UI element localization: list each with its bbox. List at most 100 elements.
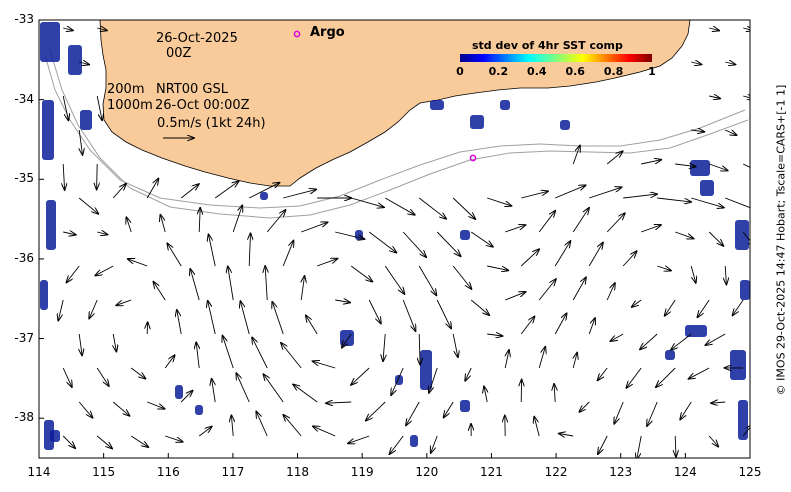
sst-patch <box>665 350 675 360</box>
current-vector-arrow <box>623 194 657 199</box>
current-vector-arrow <box>665 299 676 316</box>
current-vector-arrow <box>167 243 182 267</box>
current-vector-arrow <box>232 205 242 233</box>
current-vector-arrow <box>657 197 691 202</box>
current-vector-arrow <box>538 211 555 233</box>
colorbar-title: std dev of 4hr SST comp <box>472 39 623 52</box>
colorbar-tick-label: 1 <box>648 65 656 78</box>
current-vector-arrow <box>470 231 493 247</box>
axis-ticks <box>38 19 751 458</box>
argo-float-marker <box>293 30 301 38</box>
current-vector-arrow <box>614 401 624 424</box>
current-vector-arrow <box>180 391 192 403</box>
date-label: 26-Oct-2025 <box>156 31 238 46</box>
current-vector-arrow <box>554 241 570 267</box>
current-vector-arrow <box>640 333 658 349</box>
sst-patch <box>42 100 54 160</box>
current-vector-arrow <box>487 265 508 270</box>
current-vector-arrow <box>112 184 126 199</box>
depth-200-label: 200m <box>107 82 145 97</box>
current-vector-arrow <box>743 163 750 168</box>
current-vector-arrow <box>256 412 268 437</box>
current-vector-arrow <box>240 301 250 335</box>
x-tick-label: 119 <box>350 465 374 479</box>
current-vector-arrow <box>402 231 426 257</box>
current-vector-arrow <box>521 191 548 199</box>
current-vector-arrow <box>326 402 352 403</box>
current-vector-arrow <box>165 435 182 442</box>
current-vector-arrow <box>487 197 511 206</box>
credit-text: © IMOS 29-Oct-2025 14:47 Hobart; Tscale=… <box>773 20 789 460</box>
current-vector-arrow <box>236 373 250 403</box>
x-tick-label: 117 <box>221 465 245 479</box>
sst-patch <box>44 420 54 450</box>
current-vector-arrow <box>534 417 540 437</box>
current-vector-arrow <box>690 265 696 283</box>
current-vector-arrow <box>641 160 661 165</box>
current-vector-arrow <box>97 163 98 189</box>
current-vector-arrow <box>78 401 92 418</box>
sst-patch <box>260 192 268 200</box>
current-vector-arrow <box>402 299 415 331</box>
current-vector-arrow <box>743 28 750 31</box>
current-vector-arrow <box>95 265 114 276</box>
colorbar-tick-label: 0.2 <box>488 65 509 78</box>
current-vector-arrow <box>452 265 471 289</box>
sst-patch <box>410 435 418 447</box>
sst-patch <box>470 115 484 129</box>
current-vector-arrow <box>196 342 199 369</box>
current-vector-arrow <box>249 233 250 267</box>
current-vector-arrow <box>266 210 285 233</box>
current-vector-arrow <box>177 310 182 335</box>
sst-patch <box>430 100 444 110</box>
current-vector-arrow <box>198 427 212 437</box>
sst-patch <box>340 330 354 346</box>
current-vector-arrow <box>128 259 148 267</box>
current-vector-arrow <box>79 333 82 355</box>
depth-1000-label: 1000m <box>107 98 153 113</box>
current-vector-arrow <box>209 235 216 267</box>
current-vector-arrow <box>429 367 438 393</box>
current-vector-arrow <box>283 415 302 437</box>
x-tick-label: 122 <box>544 465 568 479</box>
current-vector-arrow <box>656 367 676 387</box>
current-vector-arrow <box>160 215 166 233</box>
current-vector-arrow <box>588 318 595 335</box>
current-vector-arrow <box>484 387 487 403</box>
current-vector-arrow <box>689 367 710 379</box>
product-label: NRT00 GSL <box>156 82 228 97</box>
current-vector-arrow <box>113 333 116 352</box>
sst-patch <box>68 45 82 75</box>
current-vector-arrow <box>78 197 98 214</box>
current-vector-arrow <box>383 333 385 361</box>
current-vector-arrow <box>742 231 750 247</box>
current-vector-arrow <box>691 62 701 65</box>
time-label: 00Z <box>166 46 192 61</box>
current-vector-arrow <box>671 333 692 350</box>
current-vector-arrow <box>366 401 386 421</box>
current-vector-arrow <box>436 299 451 328</box>
current-vector-arrow <box>223 336 234 369</box>
current-vector-arrow <box>313 426 336 437</box>
colorbar-gradient <box>460 54 652 62</box>
current-vector-arrow <box>733 299 744 315</box>
current-vector-arrow <box>130 435 148 447</box>
current-vector-arrow <box>96 367 109 386</box>
current-vector-arrow <box>368 231 396 253</box>
current-vector-arrow <box>153 282 166 301</box>
current-vector-arrow <box>264 374 284 403</box>
sst-std-patches <box>40 22 750 450</box>
current-vector-arrow <box>725 265 726 284</box>
current-vector-arrow <box>97 232 107 235</box>
current-vector-arrow <box>675 435 676 457</box>
current-vector-arrow <box>505 225 525 233</box>
current-vector-arrow <box>709 28 719 31</box>
current-vector-arrow <box>348 435 370 443</box>
sst-patch <box>730 350 746 380</box>
sst-patch <box>460 230 470 240</box>
current-vector-arrow <box>63 28 73 30</box>
current-vector-arrow <box>214 181 238 199</box>
current-vector-arrow <box>680 401 692 420</box>
current-vector-arrow <box>281 343 302 369</box>
current-vector-arrow <box>126 217 132 233</box>
